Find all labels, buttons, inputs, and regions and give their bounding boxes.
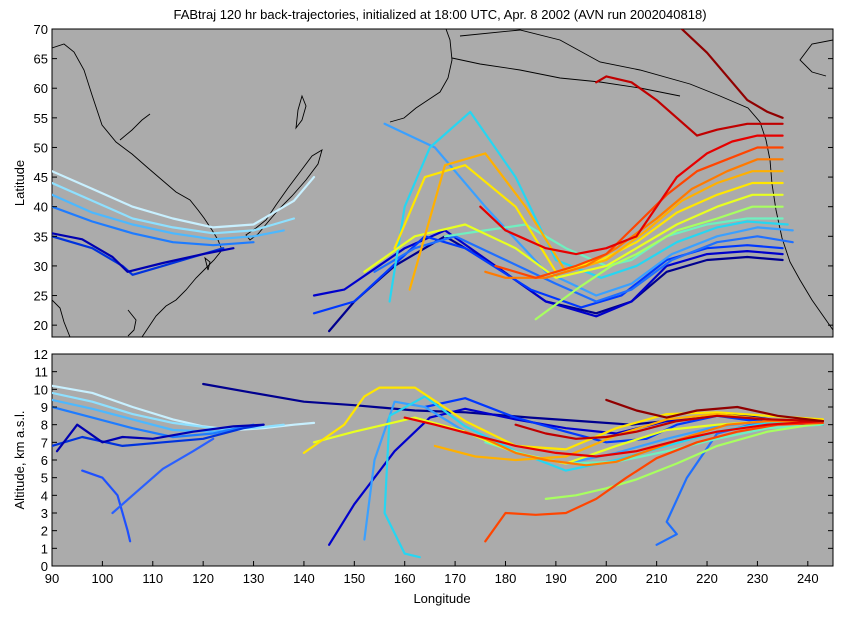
map-trajectory-4	[383, 122, 794, 297]
map-trajectory-1	[312, 229, 784, 318]
alt-trajectory-23	[111, 437, 215, 515]
x-tick-label: 150	[343, 571, 365, 586]
x-tick-label: 230	[747, 571, 769, 586]
alt-y-tick-label: 10	[34, 382, 48, 397]
map-y-tick-label: 45	[34, 170, 48, 185]
map-y-tick-label: 70	[34, 22, 48, 37]
alt-y-tick-label: 3	[41, 506, 48, 521]
alt-y-tick-label: 2	[41, 524, 48, 539]
chart-title: FABtraj 120 hr back-trajectories, initia…	[173, 7, 706, 22]
x-tick-label: 100	[92, 571, 114, 586]
coastlines	[52, 29, 833, 337]
alt-trajectory-13	[403, 416, 824, 458]
alaska-coast	[799, 39, 833, 77]
x-tick-label: 200	[595, 571, 617, 586]
taiwan-coast	[204, 256, 211, 271]
alt-trajectory-17	[52, 391, 285, 430]
x-tick-label: 240	[797, 571, 819, 586]
map-y-tick-label: 65	[34, 52, 48, 67]
map-trajectory-21	[52, 232, 235, 273]
southeast-asia-coast	[52, 299, 71, 337]
alt-y-tick-label: 5	[41, 471, 48, 486]
map-trajectory-14	[595, 75, 784, 137]
map-y-tick-label: 55	[34, 111, 48, 126]
alt-y-tick-label: 9	[41, 400, 48, 415]
asia-coast	[52, 43, 223, 337]
x-tick-label: 120	[192, 571, 214, 586]
alt-trajectory-12	[484, 421, 824, 543]
map-trajectory-7	[534, 205, 784, 321]
alt-y-tick-label: 7	[41, 435, 48, 450]
x-tick-label: 190	[545, 571, 567, 586]
map-y-tick-label: 30	[34, 259, 48, 274]
map-trajectory-17	[52, 181, 295, 235]
alt-trajectory-15	[605, 398, 824, 423]
map-trajectory-16	[52, 170, 316, 229]
map-trajectory-13	[479, 134, 784, 256]
map-trajectory-10	[408, 152, 784, 291]
map-trajectory-2	[312, 235, 784, 315]
sakhalin-coast	[295, 94, 307, 130]
map-y-tick-label: 20	[34, 318, 48, 333]
korea-coast	[119, 113, 151, 141]
altitude-x-ticks: 90 100 110 120 130 140 150 160 170 180 190 200 210 22…	[45, 561, 819, 586]
map-y-ticks: 20 25 30 35 40 45 50 55 60 65 70	[34, 22, 833, 333]
map-panel: 20 25 30 35 40 45 50 55 60 65 70 Latitude	[12, 22, 834, 338]
map-y-axis-label: Latitude	[12, 160, 27, 206]
map-trajectory-8	[363, 193, 784, 279]
map-trajectory-3	[373, 235, 794, 303]
map-trajectories	[52, 29, 794, 333]
alt-y-tick-label: 0	[41, 559, 48, 574]
map-y-tick-label: 40	[34, 200, 48, 215]
map-y-tick-label: 60	[34, 81, 48, 96]
altitude-plot-area	[51, 353, 834, 567]
alt-trajectory-19	[52, 405, 255, 439]
map-trajectory-12	[494, 146, 784, 279]
alt-y-tick-label: 8	[41, 418, 48, 433]
alt-y-tick-label: 11	[35, 365, 49, 380]
alt-trajectory-14	[514, 414, 824, 440]
map-y-tick-label: 25	[34, 289, 48, 304]
hainan-coast	[127, 309, 137, 337]
x-tick-label: 130	[243, 571, 265, 586]
x-tick-label: 140	[293, 571, 315, 586]
alt-trajectory-20	[52, 423, 265, 447]
alt-trajectory-22	[81, 469, 132, 543]
map-trajectory-18	[52, 193, 285, 241]
map-trajectory-9	[393, 164, 784, 273]
map-trajectory-11	[484, 158, 784, 279]
america-coast	[459, 29, 833, 331]
alt-y-tick-label: 12	[34, 347, 48, 362]
x-tick-label: 220	[696, 571, 718, 586]
x-tick-label: 180	[495, 571, 517, 586]
x-tick-label: 210	[646, 571, 668, 586]
altitude-trajectories	[52, 382, 824, 559]
alt-trajectory-11	[464, 420, 824, 467]
alt-trajectory-18	[52, 398, 255, 433]
map-y-tick-label: 35	[34, 229, 48, 244]
alt-y-tick-label: 6	[41, 453, 48, 468]
alt-trajectory-21	[55, 423, 265, 453]
map-y-tick-label: 50	[34, 140, 48, 155]
alt-y-tick-label: 1	[41, 541, 48, 556]
x-tick-label: 170	[444, 571, 466, 586]
map-trajectory-15	[680, 29, 784, 119]
x-tick-label: 90	[45, 571, 59, 586]
x-tick-label: 110	[142, 571, 163, 586]
alt-trajectory-7	[544, 421, 824, 500]
kamchatka-coast	[389, 29, 453, 123]
altitude-y-axis-label: Altitude, km a.s.l.	[12, 411, 27, 510]
x-axis-label: Longitude	[413, 591, 470, 606]
x-tick-label: 160	[394, 571, 416, 586]
alt-trajectory-2	[423, 397, 824, 444]
map-trajectory-19	[52, 205, 255, 247]
alt-y-tick-label: 4	[41, 488, 48, 503]
